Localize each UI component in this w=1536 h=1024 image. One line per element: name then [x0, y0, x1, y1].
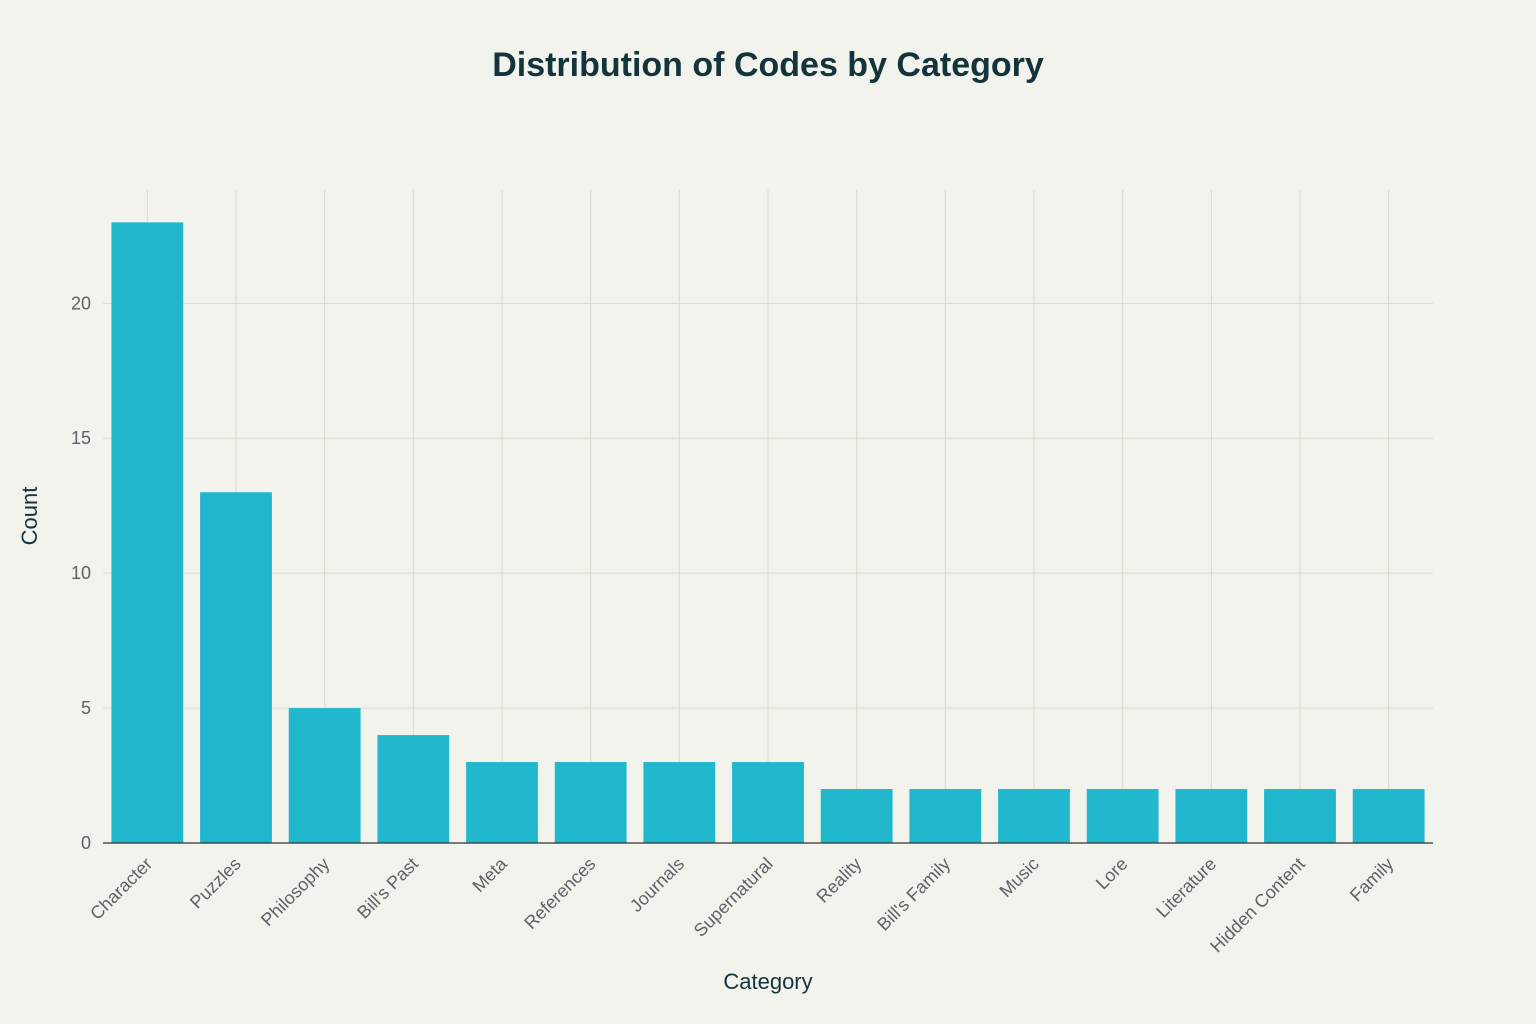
- x-tick-label: Character: [86, 854, 156, 924]
- bar-hidden-content: [1264, 789, 1336, 843]
- x-tick-label: Family: [1346, 854, 1398, 906]
- bar-bill-s-past: [377, 735, 450, 843]
- bar-lore: [1086, 789, 1159, 843]
- x-tick-label: Music: [995, 854, 1042, 901]
- y-tick-label: 5: [81, 698, 91, 718]
- x-tick-label: Literature: [1152, 854, 1220, 922]
- bar-literature: [1175, 789, 1248, 843]
- y-axis-ticks: 0 5 10 15 20: [71, 293, 91, 853]
- x-tick-label: Meta: [468, 853, 511, 896]
- y-tick-label: 20: [71, 293, 91, 313]
- bar-supernatural: [732, 762, 804, 843]
- bar-journals: [643, 762, 716, 843]
- grid: [103, 190, 1433, 843]
- bar-references: [554, 762, 627, 843]
- bar-character: [111, 222, 184, 843]
- y-tick-label: 0: [81, 833, 91, 853]
- x-tick-label: Philosophy: [257, 854, 333, 930]
- x-tick-label: Supernatural: [690, 854, 777, 941]
- chart-title: Distribution of Codes by Category: [492, 46, 1044, 84]
- y-axis-title: Count: [17, 487, 42, 546]
- x-tick-label: Reality: [812, 854, 865, 907]
- bar-family: [1352, 789, 1425, 843]
- bar-puzzles: [200, 492, 272, 843]
- bar-music: [998, 789, 1070, 843]
- x-tick-label: Lore: [1092, 854, 1132, 894]
- bars: [111, 222, 1425, 843]
- x-axis-title: Category: [723, 969, 812, 994]
- x-tick-label: Bill's Family: [873, 854, 954, 935]
- x-tick-label: Journals: [626, 854, 688, 916]
- bar-philosophy: [288, 708, 361, 843]
- bar-bill-s-family: [909, 789, 982, 843]
- bar-meta: [466, 762, 538, 843]
- x-tick-label: Hidden Content: [1206, 854, 1309, 957]
- x-tick-label: Puzzles: [186, 854, 245, 913]
- y-tick-label: 15: [71, 428, 91, 448]
- x-tick-label: Bill's Past: [353, 854, 422, 923]
- bar-reality: [820, 789, 893, 843]
- x-axis-ticks: Character Puzzles Philosophy Bill's Past Met…: [86, 853, 1397, 956]
- y-tick-label: 10: [71, 563, 91, 583]
- x-tick-label: References: [520, 854, 599, 933]
